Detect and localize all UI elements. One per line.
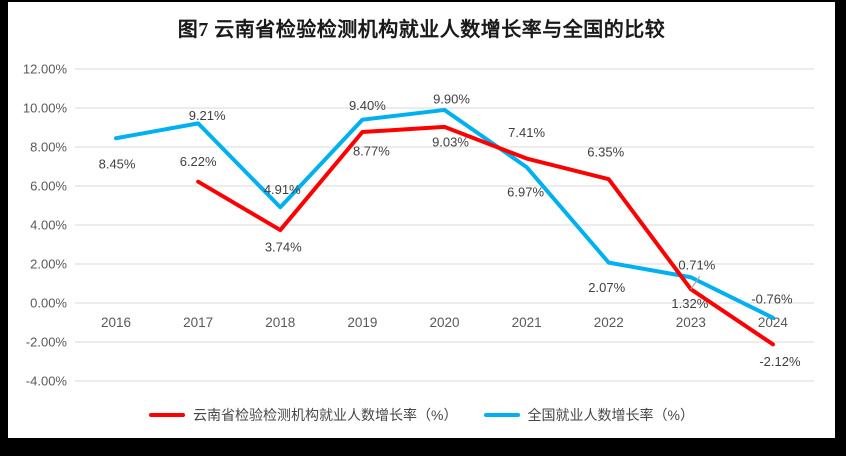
data-label-series0: 8.77% — [353, 143, 390, 158]
x-axis-label: 2019 — [347, 315, 377, 330]
x-axis-label: 2020 — [429, 315, 459, 330]
chart-title: 图7 云南省检验检测机构就业人数增长率与全国的比较 — [177, 19, 666, 41]
data-label-series1: 6.97% — [507, 185, 544, 200]
data-label-series1: 9.40% — [349, 98, 386, 113]
x-axis-label: 2016 — [101, 315, 131, 330]
x-axis-label: 2017 — [183, 315, 213, 330]
data-label-series1: 8.45% — [99, 157, 136, 172]
data-label-series0: -2.12% — [759, 354, 801, 369]
y-axis-tick: 6.00% — [30, 179, 67, 194]
legend-label-yunnan: 云南省检验检测机构就业人数增长率（%） — [193, 407, 458, 423]
data-label-series1: -0.76% — [751, 291, 793, 306]
x-axis-label: 2021 — [512, 315, 542, 330]
data-label-series1: 9.90% — [433, 91, 470, 106]
y-axis-tick: 10.00% — [23, 101, 68, 116]
data-label-series1: 2.07% — [588, 280, 625, 295]
x-axis-label: 2023 — [676, 315, 706, 330]
y-axis-tick: 2.00% — [30, 257, 67, 272]
legend-dash-red — [149, 413, 186, 417]
y-axis-tick: 4.00% — [30, 218, 67, 233]
y-axis-tick: -2.00% — [26, 335, 68, 350]
data-label-series1: 9.21% — [189, 108, 226, 123]
y-axis-tick: 12.00% — [23, 62, 68, 77]
data-label-series1: 4.91% — [264, 182, 301, 197]
legend-dash-blue — [483, 413, 520, 417]
data-label-series0: 6.22% — [180, 154, 217, 169]
x-axis-label: 2024 — [758, 315, 789, 330]
x-axis-label: 2022 — [594, 315, 624, 330]
data-label-series0: 9.03% — [432, 134, 469, 149]
chart-legend: 云南省检验检测机构就业人数增长率（%） 全国就业人数增长率（%） — [8, 405, 835, 425]
chart-panel — [8, 2, 835, 438]
data-label-series0: 7.41% — [508, 125, 545, 140]
legend-item-national: 全国就业人数增长率（%） — [483, 405, 694, 425]
data-label-series0: 3.74% — [265, 240, 302, 255]
x-axis-label: 2018 — [265, 315, 295, 330]
data-label-series1: 1.32% — [671, 296, 708, 311]
series-line-0 — [196, 124, 775, 347]
legend-item-yunnan: 云南省检验检测机构就业人数增长率（%） — [149, 405, 458, 425]
label-leader-line — [690, 275, 701, 290]
data-label-series0: 0.71% — [678, 258, 715, 273]
series-line-1 — [114, 107, 775, 320]
y-axis-tick: 8.00% — [30, 140, 67, 155]
legend-label-national: 全国就业人数增长率（%） — [527, 407, 694, 423]
y-axis-tick: -4.00% — [26, 374, 68, 389]
y-axis-tick: 0.00% — [30, 296, 67, 311]
data-label-series0: 6.35% — [587, 145, 624, 160]
